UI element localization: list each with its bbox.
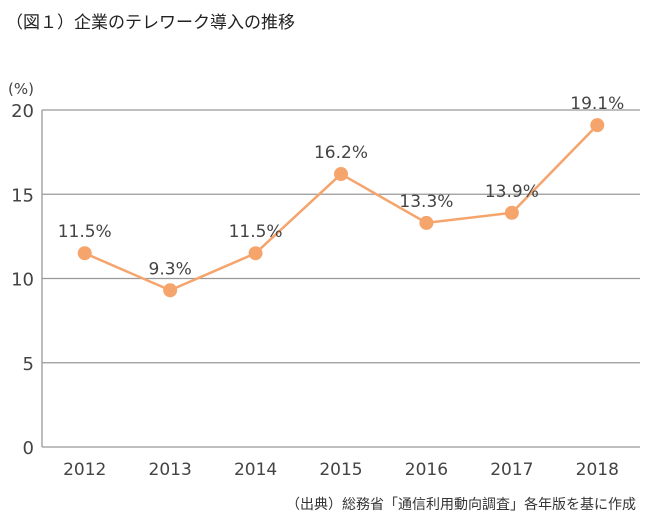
x-tick-label: 2012 bbox=[63, 460, 106, 480]
y-tick-label: 10 bbox=[11, 270, 34, 291]
data-point bbox=[163, 283, 178, 298]
data-label: 9.3% bbox=[149, 259, 192, 279]
data-point bbox=[590, 118, 605, 133]
data-point bbox=[77, 246, 92, 261]
data-point bbox=[419, 215, 434, 230]
x-tick-label: 2016 bbox=[405, 460, 448, 480]
data-label: 11.5% bbox=[229, 222, 283, 242]
chart-title: （図１）企業のテレワーク導入の推移 bbox=[6, 13, 295, 33]
y-axis-unit: (%) bbox=[8, 80, 34, 98]
y-tick-label: 20 bbox=[11, 101, 34, 122]
data-point bbox=[504, 205, 519, 220]
x-tick-label: 2015 bbox=[319, 460, 362, 480]
data-label: 13.3% bbox=[399, 192, 453, 212]
y-tick-label: 5 bbox=[23, 354, 34, 375]
data-label: 11.5% bbox=[58, 222, 112, 242]
y-tick-label: 0 bbox=[23, 438, 34, 459]
source-note: （出典）総務省「通信利用動向調査」各年版を基に作成 bbox=[286, 497, 636, 513]
x-tick-label: 2018 bbox=[576, 460, 619, 480]
x-tick-label: 2017 bbox=[490, 460, 533, 480]
data-point bbox=[248, 246, 263, 261]
y-tick-label: 15 bbox=[11, 185, 34, 206]
data-label: 19.1% bbox=[570, 94, 624, 114]
data-label: 13.9% bbox=[485, 182, 539, 202]
x-tick-label: 2014 bbox=[234, 460, 277, 480]
data-label: 16.2% bbox=[314, 143, 368, 163]
x-tick-label: 2013 bbox=[149, 460, 192, 480]
data-point bbox=[334, 167, 348, 182]
